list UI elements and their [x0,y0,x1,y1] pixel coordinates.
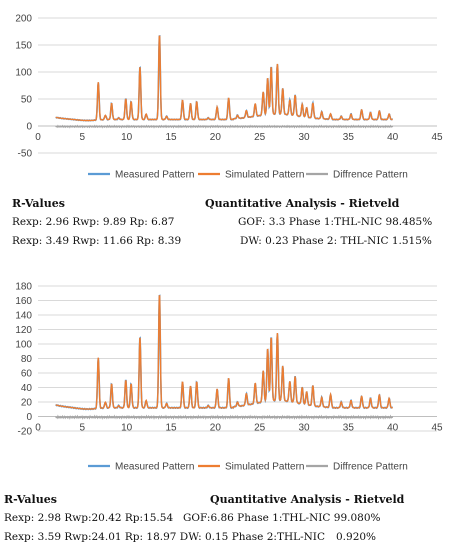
r-values-line-2: Rexp: 3.59 Rwp:24.01 Rp: 18.97 DW: 0.15 … [4,531,325,543]
legend-label: Measured Pattern [115,170,195,181]
rietveld-heading: Quantitative Analysis - Rietveld [210,493,405,506]
series-measured-line [55,294,394,411]
y-tick-label: -20 [18,427,33,438]
series-simulated-line [55,295,393,410]
y-tick-label: 80 [21,354,33,365]
legend-label: Diffrence Pattern [333,462,408,473]
r-values-heading: R-Values [4,493,57,506]
x-tick-label: 30 [298,423,310,434]
y-tick-label: 0 [26,412,32,423]
x-tick-label: 0 [35,132,41,143]
y-tick-label: 20 [21,398,33,409]
legend-label: Measured Pattern [115,462,195,473]
series-measured-line [55,34,394,122]
x-tick-label: 40 [387,132,399,143]
y-tick-label: 140 [15,311,32,322]
chart-panel-1: -50 0 50 100 150 200 0 5 10 15 20 25 30 35 40 45 Measure… [0,0,463,260]
x-tick-label: 25 [254,423,266,434]
rietveld-line-2: DW: 0.23 Phase 2: THL-NIC 1.515% [240,235,432,247]
rietveld-line-1: GOF: 3.3 Phase 1:THL-NIC 98.485% [238,216,433,228]
y-tick-label: 100 [15,68,32,79]
x-tick-label: 35 [343,132,355,143]
y-tick-label: 50 [21,95,33,106]
x-tick-label: 25 [254,132,266,143]
r-values-line-1: Rexp: 2.96 Rwp: 9.89 Rp: 6.87 [12,216,175,228]
x-tick-label: 20 [210,132,222,143]
series-simulated-line [55,35,393,122]
legend-label: Simulated Pattern [225,462,305,473]
y-tick-label: 160 [15,296,32,307]
y-tick-label: 120 [15,325,32,336]
x-tick-label: 10 [121,132,133,143]
rietveld-heading: Quantitative Analysis - Rietveld [205,197,400,210]
x-tick-label: 0 [35,423,41,434]
y-tick-label: 40 [21,383,33,394]
x-tick-label: 45 [431,423,443,434]
y-tick-label: 180 [15,282,32,293]
x-tick-label: 5 [80,132,86,143]
x-tick-label: 20 [210,423,222,434]
y-tick-label: 60 [21,369,33,380]
x-tick-label: 30 [298,132,310,143]
y-tick-label: 200 [15,14,32,25]
x-tick-label: 35 [343,423,355,434]
series-difference-line [55,414,394,420]
r-values-line-2: Rexp: 3.49 Rwp: 11.66 Rp: 8.39 [12,235,182,247]
x-tick-label: 5 [80,423,86,434]
x-tick-label: 15 [165,132,177,143]
legend-label: Simulated Pattern [225,170,305,181]
chart-panel-2: -20 0 20 40 60 80 100 120 140 160 180 0 5 10 15 20 25 30 3… [0,268,463,550]
r-values-line-1: Rexp: 2.98 Rwp:20.42 Rp:15.54 [4,512,174,524]
y-tick-label: 0 [26,122,32,133]
rietveld-line-1: GOF:6.86 Phase 1:THL-NIC 99.080% [183,512,381,524]
y-tick-label: 100 [15,340,32,351]
x-tick-label: 45 [431,132,443,143]
series-difference-line [55,124,394,129]
y-tick-label: 150 [15,41,32,52]
x-tick-label: 15 [165,423,177,434]
r-values-heading: R-Values [12,197,65,210]
y-tick-label: -50 [18,149,33,160]
legend-label: Diffrence Pattern [333,170,408,181]
x-tick-label: 40 [387,423,399,434]
x-tick-label: 10 [121,423,133,434]
rietveld-line-2: 0.920% [336,531,377,543]
